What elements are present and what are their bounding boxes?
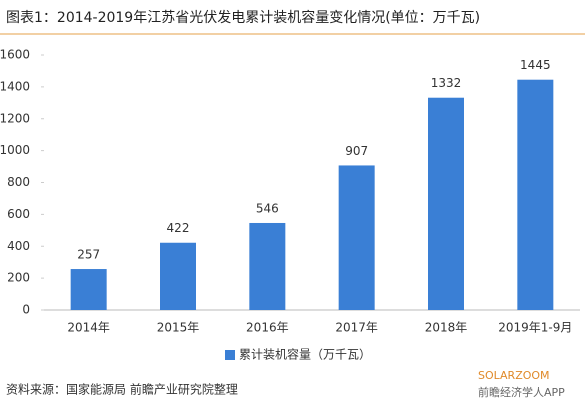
y-tick-label: 0 (22, 303, 30, 317)
watermark: SOLARZOOM (478, 369, 550, 382)
y-tick-label: 1200 (0, 111, 30, 125)
source-note: 资料来源：国家能源局 前瞻产业研究院整理 (6, 382, 238, 397)
x-tick-label: 2019年1-9月 (498, 321, 572, 335)
data-label: 1332 (431, 76, 462, 90)
bar (160, 242, 196, 310)
bar (338, 165, 375, 310)
y-tick-label: 600 (7, 207, 30, 221)
watermark: 前瞻经济学人APP (478, 385, 565, 399)
x-tick-label: 2017年 (335, 321, 378, 335)
data-label: 546 (256, 201, 279, 215)
data-label: 907 (345, 144, 368, 158)
x-tick-label: 2014年 (67, 321, 110, 335)
bar (428, 97, 464, 311)
legend-swatch (225, 350, 235, 360)
y-tick-label: 200 (7, 271, 30, 285)
data-label: 422 (167, 221, 190, 235)
chart-title: 图表1：2014-2019年江苏省光伏发电累计装机容量变化情况(单位：万千瓦) (6, 9, 480, 26)
data-label: 257 (77, 248, 100, 262)
x-tick-label: 2016年 (246, 321, 289, 335)
y-tick-label: 800 (7, 175, 30, 189)
bar (249, 222, 286, 310)
x-tick-label: 2018年 (425, 321, 468, 335)
bar (70, 269, 107, 310)
y-tick-label: 1000 (0, 143, 30, 157)
legend-label: 累计装机容量（万千瓦） (239, 347, 371, 362)
bar (517, 79, 554, 310)
data-label: 1445 (520, 58, 551, 72)
y-tick-label: 1400 (0, 79, 30, 93)
y-tick-label: 1600 (0, 48, 30, 62)
x-tick-label: 2015年 (157, 321, 200, 335)
y-tick-label: 400 (7, 239, 30, 253)
